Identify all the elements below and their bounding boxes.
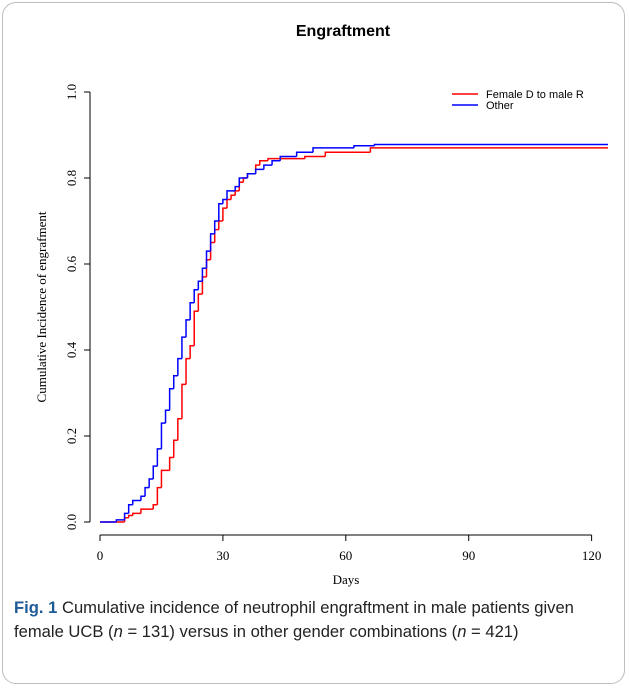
line-step [193,310,199,346]
chart-title: Engraftment [296,23,391,40]
line-step [373,143,608,146]
line-step [156,486,162,505]
line-step [168,387,174,411]
line-step [259,160,268,166]
line-step [172,375,178,389]
y-tick-label: 1.0 [64,84,79,100]
line-step [353,145,375,148]
caption-label: Fig. 1 [14,598,58,617]
line-step [193,289,199,303]
line-step [213,220,219,234]
line-step [152,465,158,479]
x-tick-label: 0 [97,548,104,563]
y-tick-label: 0.4 [64,341,79,358]
line-step [226,190,236,200]
line-step [218,220,223,230]
line-step [254,168,264,174]
line-step [127,504,133,514]
line-step [148,478,154,488]
line-step [152,504,158,510]
line-step [205,250,211,269]
line-step [156,448,162,467]
y-tick-label: 0.6 [64,255,79,272]
line-step [271,160,281,166]
y-tick-label: 0.0 [64,514,79,530]
line-step [246,172,256,178]
line-step [222,207,227,221]
caption-text: n [113,622,123,641]
line-step [312,147,354,153]
x-tick-label: 120 [582,548,602,563]
line-step [234,185,240,191]
caption-text: = 421) [466,622,519,641]
x-tick-label: 30 [216,548,229,563]
line-step [127,514,133,518]
line-step [140,508,154,514]
line-step [160,422,166,449]
line-step [304,155,326,159]
line-step [295,151,314,157]
line-step [222,198,227,204]
line-step [263,164,273,170]
line-step [197,293,203,312]
line-step [181,383,187,419]
line-step [140,495,146,501]
caption-text: Cumulative incidence of neutrophil engra… [14,598,574,641]
y-axis-label: Cumulative Incidence of engrafment [34,211,49,402]
x-tick-label: 60 [339,548,352,563]
line-step [132,512,141,516]
line-step [189,344,195,359]
x-axis-label: Days [333,572,360,587]
line-step [324,151,371,157]
line-step [218,203,223,221]
line-step [168,456,174,471]
caption: Fig. 1 Cumulative incidence of neutrophi… [14,596,614,644]
line-step [201,267,207,282]
y-tick-label: 0.2 [64,428,79,444]
x-tick-label: 90 [462,548,475,563]
line-step [164,409,170,424]
line-step [181,336,187,359]
line-step [132,499,141,505]
line-step [177,418,182,441]
line-step [230,194,236,200]
line-step [185,319,191,338]
line-step [189,301,195,320]
legend-label: Female D to male R [486,89,584,101]
line-step [144,486,150,497]
legend-label: Other [486,100,514,112]
line-step [197,280,203,290]
line-step [160,469,170,488]
line-step [226,198,232,209]
line-step [115,519,125,522]
line-step [123,512,129,520]
y-tick-label: 0.8 [64,170,79,186]
chart: Engraftment Days Cumulative Incidence of… [34,23,608,587]
line-step [177,357,182,376]
line-step [185,357,191,385]
caption-text: = 131) versus in other gender combinatio… [122,622,458,641]
line-step [172,439,178,458]
line-step [209,233,215,252]
caption-text: n [457,622,467,641]
line-step [234,190,240,196]
line-step [267,157,305,161]
line-step [369,147,608,153]
line-step [238,177,248,187]
line-step [279,155,297,161]
